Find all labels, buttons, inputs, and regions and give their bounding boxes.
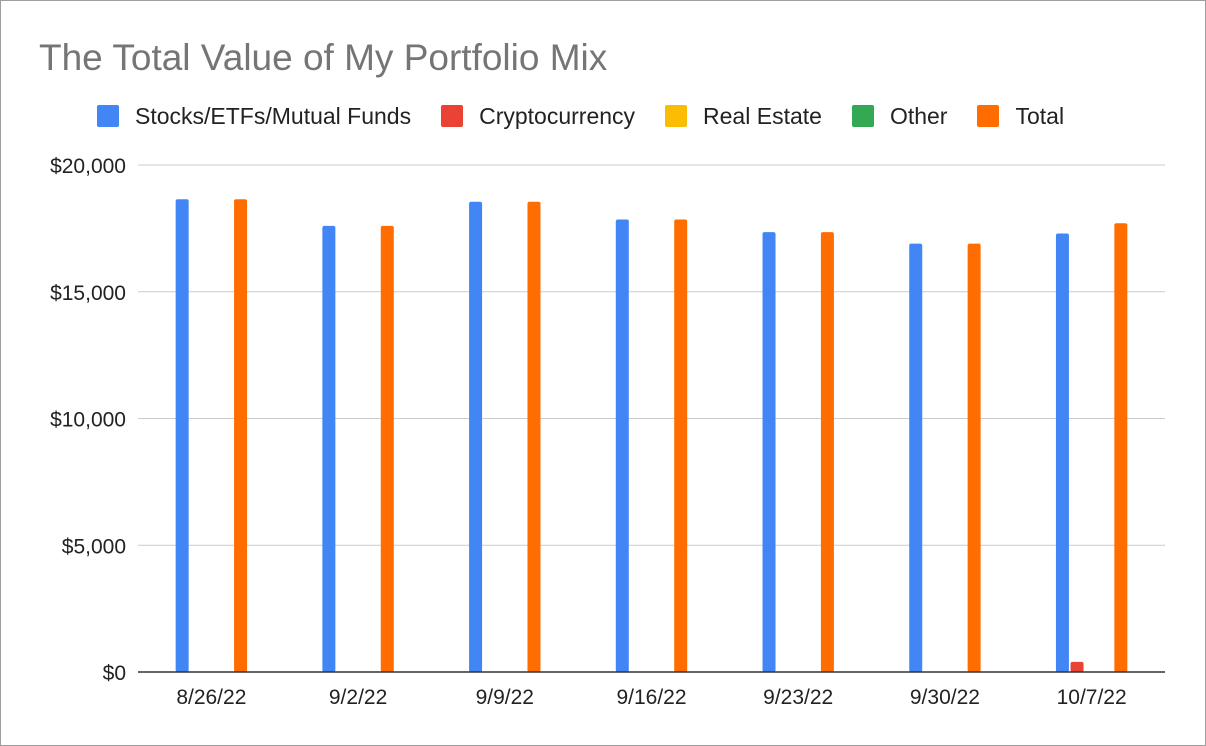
x-tick-label: 9/23/22 [763,686,833,709]
bar [380,225,394,672]
legend-swatch-stocks [97,105,119,127]
bar [615,219,629,672]
bar [1114,223,1128,672]
y-tick-label: $0 [103,662,126,685]
x-tick-label: 9/30/22 [910,686,980,709]
legend-item-real-estate: Real Estate [665,102,822,130]
y-tick-label: $15,000 [50,282,126,305]
y-tick-label: $10,000 [50,409,126,432]
x-tick-label: 9/16/22 [616,686,686,709]
legend-swatch-total [977,105,1000,127]
bar [1070,661,1084,672]
bar [762,232,776,673]
y-tick-label: $5,000 [62,535,126,558]
legend-swatch-crypto [441,105,464,127]
legend-item-total: Total [977,102,1064,130]
chart-legend: Stocks/ETFs/Mutual Funds Cryptocurrency … [97,102,1094,130]
x-tick-label: 10/7/22 [1057,686,1127,709]
legend-label-other: Other [889,103,948,129]
bar [527,201,541,672]
x-tick-label: 9/9/22 [476,686,534,709]
legend-label-total: Total [1015,103,1065,129]
legend-swatch-real-estate [665,105,688,127]
legend-swatch-other [851,105,874,127]
bar [820,232,834,673]
bar [674,219,688,672]
legend-item-crypto: Cryptocurrency [441,102,635,130]
bar [469,201,483,672]
y-tick-label: $20,000 [50,155,126,178]
legend-label-real-estate: Real Estate [703,103,822,129]
legend-label-stocks: Stocks/ETFs/Mutual Funds [135,103,412,129]
bar [967,243,981,672]
x-tick-label: 9/2/22 [329,686,387,709]
bar [234,199,248,672]
x-tick-label: 8/26/22 [176,686,246,709]
bar [175,199,189,672]
bar [909,243,923,672]
legend-item-stocks: Stocks/ETFs/Mutual Funds [97,102,411,130]
bar [1055,233,1069,672]
bar [322,225,336,672]
chart-title: The Total Value of My Portfolio Mix [39,37,608,78]
legend-item-other: Other [851,102,948,130]
legend-label-crypto: Cryptocurrency [479,103,636,129]
